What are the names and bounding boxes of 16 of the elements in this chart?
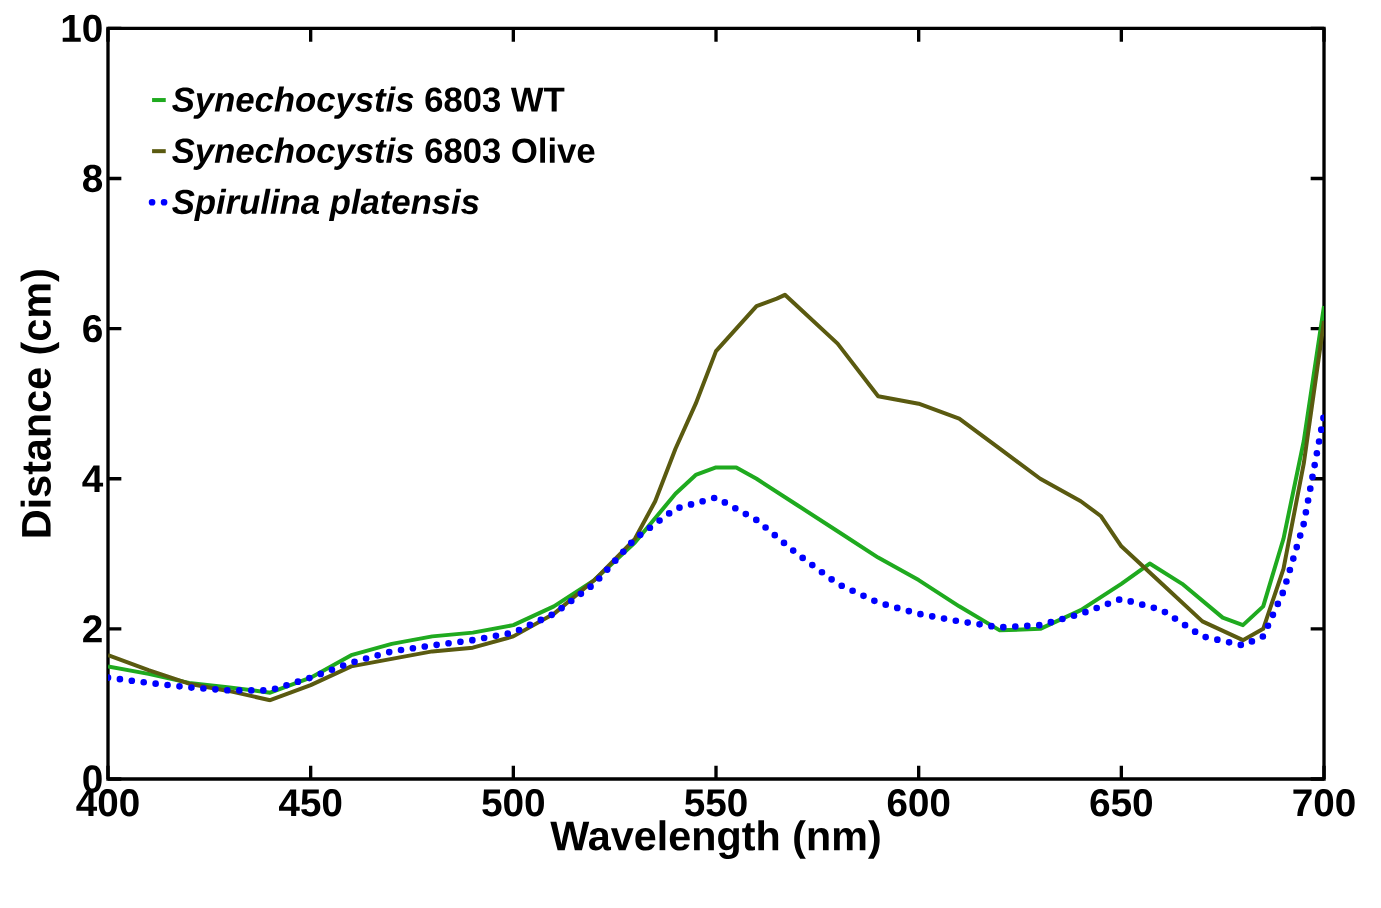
y-tick-label: 2 bbox=[83, 615, 102, 643]
x-tick-label: 500 bbox=[482, 789, 544, 817]
legend-label: Spirulina platensis bbox=[172, 188, 479, 222]
y-tick-label: 8 bbox=[83, 164, 103, 193]
x-axis-title: Wavelength (nm) bbox=[550, 820, 880, 859]
legend-label: Synechocystis 6803 Olive bbox=[172, 137, 595, 170]
x-tick-label: 650 bbox=[1090, 789, 1152, 817]
legend-label: Synechocystis 6803 WT bbox=[172, 86, 565, 119]
y-axis-title: Distance (cm) bbox=[20, 270, 60, 537]
x-tick-label: 700 bbox=[1293, 789, 1355, 817]
y-tick-label: 6 bbox=[83, 314, 102, 343]
x-tick-label: 600 bbox=[887, 789, 950, 817]
y-tick-label: 4 bbox=[82, 465, 104, 493]
x-tick-label: 550 bbox=[684, 789, 747, 817]
y-tick-label: 10 bbox=[62, 14, 102, 43]
x-tick-label: 450 bbox=[279, 789, 342, 817]
